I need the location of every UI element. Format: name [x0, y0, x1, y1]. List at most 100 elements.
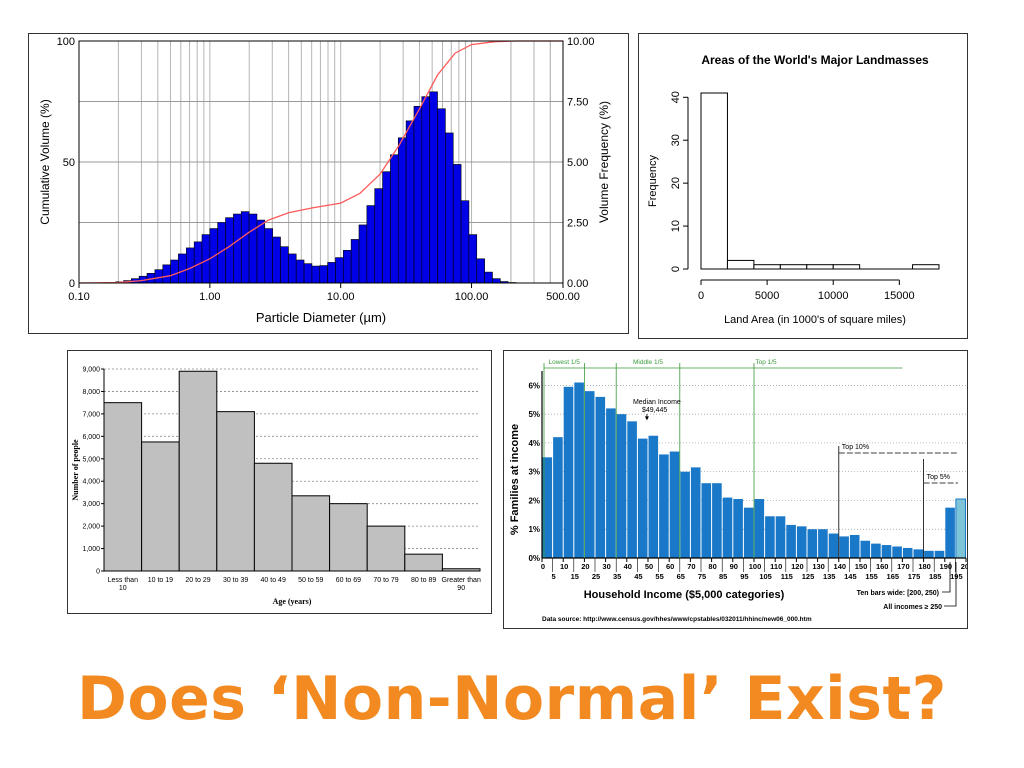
- age-x-tick-label: 90: [457, 585, 465, 592]
- age-y-axis-label: Number of people: [71, 439, 80, 501]
- income-x-tick-label: 165: [887, 572, 900, 581]
- income-x-tick-label: 15: [571, 572, 579, 581]
- psd-bar: [374, 188, 383, 284]
- income-x-tick-label: 110: [770, 562, 782, 571]
- landmass-y-axis-label: Frequency: [647, 155, 659, 207]
- psd-chart-panel: 0.10 1.00 10.00 100.00 500.00 0 50 100 0.00 2.50 5…: [28, 33, 629, 334]
- age-x-tick-label: 70 to 79: [373, 577, 398, 584]
- psd-bar: [390, 154, 399, 284]
- age-x-tick-label: Less than: [108, 577, 138, 584]
- income-median-value: $49,445: [642, 407, 667, 414]
- income-bar: [754, 499, 765, 558]
- income-y-tick-label: 5%: [528, 410, 540, 419]
- income-median-arrowhead: [644, 416, 649, 421]
- landmass-bar: [912, 264, 940, 270]
- income-bar: [871, 543, 881, 558]
- income-bar: [839, 536, 849, 558]
- income-x-tick-label: 170: [897, 562, 910, 571]
- income-median-label: Median Income: [633, 399, 681, 406]
- income-bar: [934, 550, 945, 558]
- income-bar: [743, 507, 754, 558]
- psd-bar: [405, 120, 415, 284]
- landmass-bar: [726, 259, 755, 270]
- income-bar: [733, 499, 743, 558]
- psd-bar: [445, 132, 454, 284]
- income-x-tick-label: 30: [602, 562, 610, 571]
- psd-bar: [335, 257, 344, 284]
- psd-bar: [248, 213, 258, 284]
- income-data-source: Data source: http://www.census.gov/hhes/…: [542, 616, 812, 623]
- age-x-tick-label: 20 to 29: [185, 577, 210, 584]
- age-x-tick-label: 40 to 49: [261, 577, 286, 584]
- psd-bar: [233, 213, 242, 284]
- income-bar: [680, 471, 690, 558]
- income-all-incomes-note: All incomes ≥ 250: [883, 604, 942, 611]
- income-lowest-fifth-label: Lowest 1/5: [548, 359, 580, 366]
- income-x-tick-label: 105: [759, 572, 772, 581]
- landmass-bar: [779, 264, 808, 270]
- psd-bar: [484, 271, 493, 284]
- age-x-tick-label: Greater than: [442, 577, 481, 584]
- landmass-x-tick-label: 0: [698, 290, 704, 302]
- age-x-tick-label: 60 to 69: [336, 577, 361, 584]
- income-chart-panel: 0% 1% 2% 3% 4% 5% 6% 0 10 20 30 40 50 60 70 80 90 100 110 1…: [503, 350, 968, 629]
- income-bar: [818, 529, 828, 558]
- psd-bar: [460, 200, 470, 284]
- income-bar: [712, 483, 722, 558]
- psd-bar: [272, 236, 281, 284]
- psd-y-left-tick-label: 100: [57, 36, 75, 48]
- income-x-tick-label: 0: [541, 562, 545, 571]
- income-bar: [881, 545, 892, 558]
- income-bar: [542, 457, 553, 558]
- income-y-tick-label: 0%: [528, 554, 540, 563]
- income-y-tick-label: 2%: [528, 496, 540, 505]
- income-ten-bars-note: Ten bars wide: [200, 250): [857, 590, 939, 597]
- psd-bar: [178, 253, 187, 284]
- income-x-tick-label: 100: [749, 562, 762, 571]
- income-x-tick-label: 200: [961, 562, 967, 571]
- psd-bar: [170, 259, 179, 284]
- psd-x-tick-label: 500.00: [546, 291, 580, 303]
- income-top5-label: Top 5%: [927, 474, 950, 481]
- income-bar: [553, 437, 563, 558]
- income-bar: [902, 547, 913, 558]
- age-y-tick-label: 5,000: [82, 456, 100, 463]
- income-y-tick-label: 6%: [528, 381, 540, 390]
- income-bar: [669, 451, 680, 558]
- landmass-bar: [753, 264, 781, 270]
- age-y-tick-label: 9,000: [82, 367, 100, 374]
- age-chart-panel: 0 1,000 2,000 3,000 4,000 5,000 6,000 7,000 8,00…: [67, 350, 492, 614]
- age-y-tick-label: 2,000: [82, 524, 100, 531]
- age-bar: [404, 553, 443, 572]
- age-bar: [253, 462, 293, 572]
- income-y-tick-label: 3%: [528, 468, 540, 477]
- psd-bar: [492, 278, 501, 284]
- income-bar: [690, 467, 701, 558]
- income-bar: [807, 529, 818, 558]
- age-x-axis-label: Age (years): [273, 597, 312, 606]
- income-x-tick-label: 60: [666, 562, 674, 571]
- age-x-tick-label: 10 to 19: [148, 577, 173, 584]
- landmass-chart-title: Areas of the World's Major Landmasses: [701, 53, 929, 67]
- income-x-tick-label: 155: [865, 572, 878, 581]
- income-x-tick-label: 55: [655, 572, 663, 581]
- income-x-tick-label: 75: [698, 572, 706, 581]
- income-x-tick-label: 180: [918, 562, 931, 571]
- income-bar: [775, 516, 786, 558]
- age-x-tick-label: 30 to 39: [223, 577, 248, 584]
- psd-bar: [303, 263, 313, 284]
- landmass-y-tick-label: 20: [670, 177, 682, 189]
- income-x-tick-label: 160: [876, 562, 889, 571]
- income-bar: [659, 454, 669, 558]
- psd-bar: [382, 171, 391, 284]
- income-bar: [924, 550, 934, 558]
- age-x-tick-label: 80 to 89: [411, 577, 436, 584]
- psd-y-left-tick-label: 50: [63, 157, 75, 169]
- age-bar: [103, 402, 143, 572]
- income-bar: [765, 516, 775, 558]
- income-bar: [892, 546, 902, 558]
- psd-bar: [343, 250, 352, 284]
- psd-bar: [319, 265, 328, 284]
- income-bar: [637, 438, 648, 558]
- income-x-tick-label: 140: [834, 562, 847, 571]
